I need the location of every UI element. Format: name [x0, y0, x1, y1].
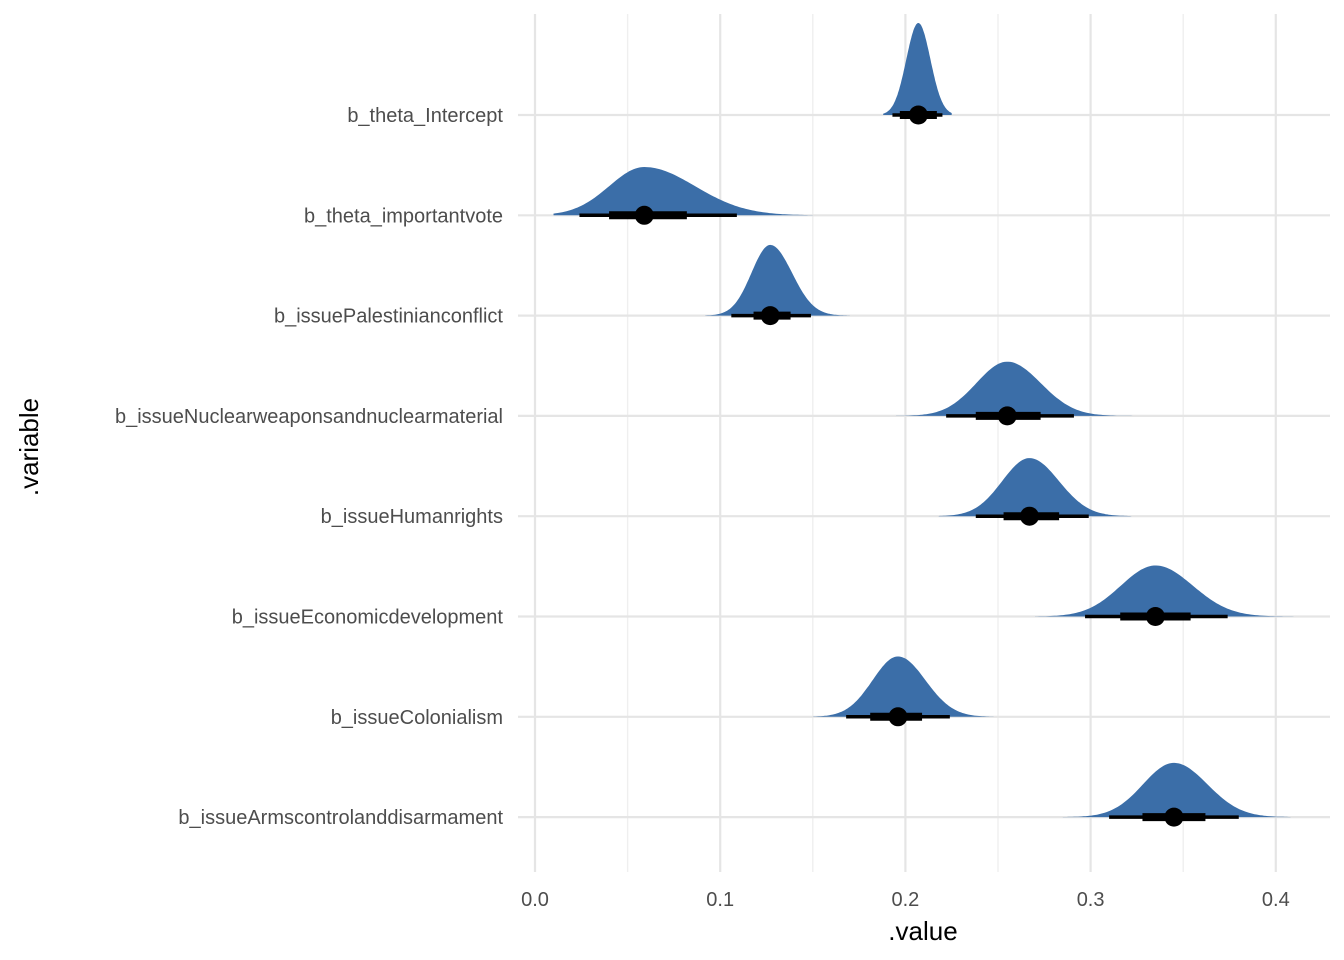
y-tick-label: b_issueNuclearweaponsandnuclearmaterial	[115, 406, 503, 428]
y-tick-label: b_theta_Intercept	[347, 105, 503, 127]
median-point-b_issueEconomicdevelopment	[1145, 607, 1165, 626]
x-tick-label: 0.4	[1262, 889, 1290, 911]
median-point-b_theta_Intercept	[908, 105, 928, 125]
median-point-b_issueColonialism	[888, 707, 908, 727]
median-point-b_issueArmscontrolanddisarmament	[1164, 807, 1184, 827]
density-b_theta_importantvote	[553, 167, 813, 216]
density-b_issueEconomicdevelopment	[1035, 565, 1295, 617]
y-tick-label: b_theta_importantvote	[304, 205, 503, 227]
y-tick-label: b_issueColonialism	[331, 707, 503, 729]
y-tick-labels: b_theta_Intercept b_theta_importantvote b_…	[115, 105, 503, 829]
x-axis-title: .value	[888, 916, 957, 946]
x-tick-labels: 0.0 0.1 0.2 0.3 0.4	[521, 889, 1290, 911]
x-tick-label: 0.0	[521, 889, 549, 911]
density-b_issueHumanrights	[938, 458, 1132, 517]
y-axis-title: .variable	[14, 398, 44, 496]
density-layer	[553, 23, 1295, 818]
x-tick-label: 0.1	[706, 889, 734, 911]
median-point-b_issueNuclearweaponsandnuclearmaterial	[997, 406, 1017, 426]
y-tick-label: b_issuePalestinianconflict	[274, 306, 503, 328]
density-b_issuePalestinianconflict	[705, 244, 850, 316]
grid-lines	[518, 14, 1330, 872]
interval-layer	[579, 105, 1239, 827]
median-point-b_issuePalestinianconflict	[760, 306, 780, 326]
density-b_issueColonialism	[812, 656, 995, 717]
y-tick-label: b_issueHumanrights	[321, 506, 503, 528]
density-b_theta_Intercept	[883, 23, 952, 115]
density-b_issueNuclearweaponsandnuclearmaterial	[896, 361, 1137, 416]
x-tick-label: 0.3	[1077, 889, 1105, 911]
density-b_issueArmscontrolanddisarmament	[1062, 762, 1291, 818]
median-point-b_theta_importantvote	[634, 205, 654, 225]
y-tick-label: b_issueEconomicdevelopment	[232, 607, 504, 629]
x-tick-label: 0.2	[891, 889, 919, 911]
y-tick-label: b_issueArmscontrolanddisarmament	[178, 807, 503, 829]
median-point-b_issueHumanrights	[1019, 506, 1039, 526]
